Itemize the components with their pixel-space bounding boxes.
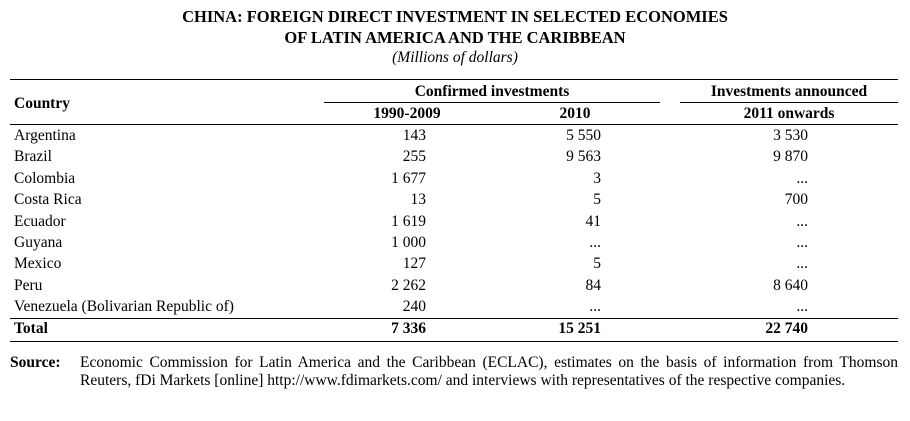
value-2011-onwards-cell: 9 870 bbox=[773, 148, 808, 166]
value-2011-onwards-cell: ... bbox=[796, 234, 808, 251]
value-2011-onwards-cell: 3 530 bbox=[773, 127, 808, 144]
value-2010-cell: 3 bbox=[593, 169, 601, 187]
value-2011-onwards-cell: ... bbox=[796, 212, 808, 230]
country-cell: Guyana bbox=[14, 234, 63, 251]
value-2011-onwards-cell: 8 640 bbox=[773, 276, 808, 294]
column-header-2011-onwards: 2011 onwards bbox=[743, 105, 835, 122]
value-2010-cell: 41 bbox=[585, 212, 602, 230]
confirmed-investments-header: Confirmed investments bbox=[414, 83, 570, 100]
value-2011-onwards-cell: ... bbox=[796, 169, 808, 187]
country-cell: Mexico bbox=[14, 255, 62, 273]
value-2010-cell: ... bbox=[589, 298, 601, 316]
total-label: Total bbox=[14, 320, 48, 337]
value-2010-cell: ... bbox=[589, 234, 601, 251]
total-2011-onwards: 22 740 bbox=[765, 320, 808, 337]
country-cell: Peru bbox=[14, 276, 43, 294]
table-title-line-1: CHINA: FOREIGN DIRECT INVESTMENT IN SELE… bbox=[182, 7, 728, 26]
total-2010: 15 251 bbox=[558, 320, 601, 337]
confirmed-group-rule bbox=[324, 102, 660, 103]
header-bottom-rule bbox=[10, 124, 898, 125]
announced-group-rule bbox=[680, 102, 898, 103]
column-header-1990-2009: 1990-2009 bbox=[373, 105, 441, 122]
country-cell: Costa Rica bbox=[14, 191, 82, 209]
value-1990-2009-cell: 13 bbox=[410, 191, 427, 209]
source-label: Source: bbox=[10, 354, 61, 371]
country-cell: Argentina bbox=[14, 127, 76, 144]
total-1990-2009: 7 336 bbox=[391, 320, 426, 337]
country-cell: Brazil bbox=[14, 148, 52, 166]
table-title-line-2: OF LATIN AMERICA AND THE CARIBBEAN bbox=[284, 28, 626, 47]
value-1990-2009-cell: 143 bbox=[402, 127, 426, 144]
country-cell: Ecuador bbox=[14, 212, 66, 230]
value-2010-cell: 5 bbox=[593, 191, 601, 209]
value-1990-2009-cell: 2 262 bbox=[391, 276, 426, 294]
value-2010-cell: 84 bbox=[585, 276, 602, 294]
country-cell: Venezuela (Bolivarian Republic of) bbox=[14, 298, 234, 316]
country-column-header: Country bbox=[14, 95, 70, 112]
value-2010-cell: 5 bbox=[593, 255, 601, 273]
value-1990-2009-cell: 127 bbox=[402, 255, 426, 273]
top-rule bbox=[10, 79, 898, 80]
value-1990-2009-cell: 1 000 bbox=[391, 234, 426, 251]
value-1990-2009-cell: 240 bbox=[402, 298, 426, 316]
value-2011-onwards-cell: ... bbox=[796, 255, 808, 273]
value-2010-cell: 5 550 bbox=[566, 127, 601, 144]
investments-announced-header: Investments announced bbox=[710, 83, 868, 100]
value-1990-2009-cell: 1 619 bbox=[391, 212, 426, 230]
country-cell: Colombia bbox=[14, 169, 76, 187]
column-header-2010: 2010 bbox=[559, 105, 591, 122]
value-2011-onwards-cell: 700 bbox=[784, 191, 808, 209]
bottom-rule bbox=[10, 341, 898, 342]
source-text: Economic Commission for Latin America an… bbox=[80, 354, 898, 389]
table-unit-subtitle: (Millions of dollars) bbox=[392, 49, 518, 66]
total-top-rule bbox=[10, 318, 898, 319]
value-1990-2009-cell: 1 677 bbox=[391, 169, 426, 187]
value-2010-cell: 9 563 bbox=[566, 148, 601, 166]
value-2011-onwards-cell: ... bbox=[796, 298, 808, 316]
value-1990-2009-cell: 255 bbox=[402, 148, 426, 166]
